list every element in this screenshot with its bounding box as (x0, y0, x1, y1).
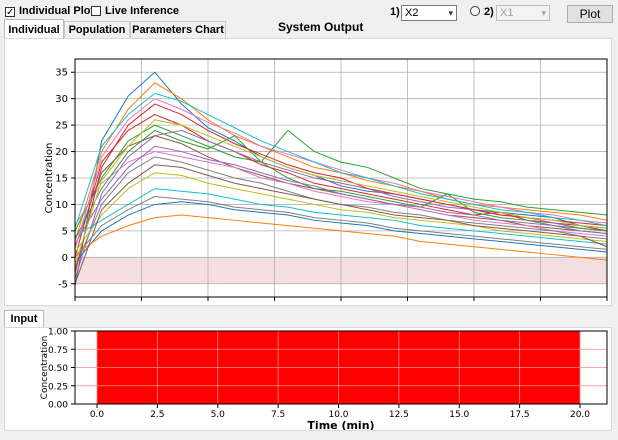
y-tick-label: 0.50 (48, 364, 68, 374)
tab-input-label: Input (10, 313, 38, 325)
series-line (74, 164, 608, 284)
live-inference-box (91, 6, 101, 16)
individual-plot-label: Individual Plot (19, 5, 95, 17)
y-tick-label: 10 (55, 200, 68, 211)
live-inference-label: Live Inference (105, 5, 179, 17)
y-axis-label: Concentration (40, 336, 50, 400)
x-tick-label: 12.5 (389, 410, 409, 420)
tab-individual[interactable]: Individual (4, 19, 64, 39)
x-tick-label: 20.0 (570, 410, 590, 420)
input-chart: 0.00 0.25 0.50 0.75 1.00 0.0 2.5 5.0 7.5 10.0 12.5… (40, 328, 608, 430)
x-tick-label: 10.0 (328, 410, 348, 420)
selector-2-radio[interactable] (470, 6, 480, 16)
plot-frame (74, 58, 608, 298)
series-line (74, 145, 608, 245)
plot-button[interactable]: Plot (567, 5, 613, 23)
x-tick-label: 2.5 (150, 410, 164, 420)
tab-input[interactable]: Input (4, 310, 44, 328)
tab-individual-label: Individual (8, 24, 60, 36)
input-chart-panel: 0.00 0.25 0.50 0.75 1.00 0.0 2.5 5.0 7.5 10.0 12.5… (4, 327, 612, 431)
series-line (74, 151, 608, 237)
series-line (74, 124, 608, 232)
chevron-down-icon: ▾ (448, 8, 453, 18)
y-tick-label: 15 (55, 174, 68, 185)
output-variable-value: X2 (405, 7, 419, 19)
y-tick-label: 1.00 (48, 328, 68, 338)
y-tick-label: 30 (55, 94, 68, 105)
y-axis-label: Concentration (44, 143, 55, 214)
y-tick-label: 35 (55, 68, 68, 79)
series-line (74, 214, 608, 261)
y-tick-label: 25 (55, 121, 68, 132)
y-tick-label: 5 (62, 226, 68, 237)
y-tick-label: 20 (55, 147, 68, 158)
tab-population-label: Population (68, 24, 126, 36)
x-axis-label: Time (min) (307, 419, 374, 430)
input-plot-frame (74, 330, 608, 405)
y-tick-label: 0.75 (48, 346, 68, 356)
system-output-chart: -5 0 5 10 15 20 25 30 35 Concentration (44, 58, 608, 301)
output-chart-panel: -5 0 5 10 15 20 25 30 35 Concentration (4, 38, 612, 306)
series-line (74, 98, 608, 250)
live-inference-checkbox[interactable] (91, 6, 101, 19)
second-variable-value: X1 (500, 7, 514, 19)
selector-1-label: 1) (390, 6, 400, 18)
selector-2-label: 2) (484, 6, 494, 18)
tab-parameters-chart[interactable]: Parameters Chart (130, 21, 226, 38)
series-line (74, 195, 608, 258)
series-line (74, 172, 608, 253)
output-variable-select[interactable]: X2 ▾ (401, 5, 457, 21)
y-tick-label: -5 (58, 279, 68, 290)
x-tick-label: 7.5 (271, 410, 285, 420)
series-line (74, 119, 608, 266)
x-tick-label: 15.0 (449, 410, 469, 420)
y-tick-label: 0 (62, 253, 68, 264)
x-tick-label: 17.5 (510, 410, 530, 420)
tab-parameters-chart-label: Parameters Chart (132, 24, 224, 36)
plot-button-label: Plot (579, 7, 601, 21)
series-line (74, 188, 608, 245)
x-tick-label: 0.0 (90, 410, 105, 420)
series-line (74, 129, 608, 240)
output-title: System Output (278, 20, 364, 34)
series-line (74, 92, 608, 229)
chevron-down-icon: ▾ (541, 8, 546, 18)
series-line (74, 201, 608, 263)
series-line (74, 113, 608, 258)
second-variable-select[interactable]: X1 ▾ (496, 5, 550, 21)
individual-plot-check-icon: ✓ (5, 7, 15, 18)
individual-plot-checkbox[interactable]: ✓ (5, 6, 15, 18)
series-line (74, 103, 608, 274)
tab-population[interactable]: Population (64, 21, 130, 38)
y-tick-label: 0.25 (48, 382, 68, 392)
y-tick-label: 0.00 (48, 401, 68, 411)
x-tick-label: 5.0 (211, 410, 226, 420)
series-line (74, 71, 608, 287)
